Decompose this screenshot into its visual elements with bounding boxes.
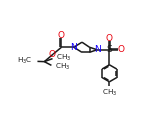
Text: O: O xyxy=(106,34,113,43)
Text: CH$_3$: CH$_3$ xyxy=(55,61,70,72)
Text: CH$_3$: CH$_3$ xyxy=(102,88,117,98)
Text: O: O xyxy=(48,50,55,59)
Text: O: O xyxy=(58,31,65,40)
Text: S: S xyxy=(107,45,112,54)
Text: O: O xyxy=(118,45,124,54)
Text: H$_3$C: H$_3$C xyxy=(17,56,33,66)
Text: CH$_3$: CH$_3$ xyxy=(56,52,71,63)
Text: N: N xyxy=(70,43,77,52)
Text: N: N xyxy=(94,45,100,54)
